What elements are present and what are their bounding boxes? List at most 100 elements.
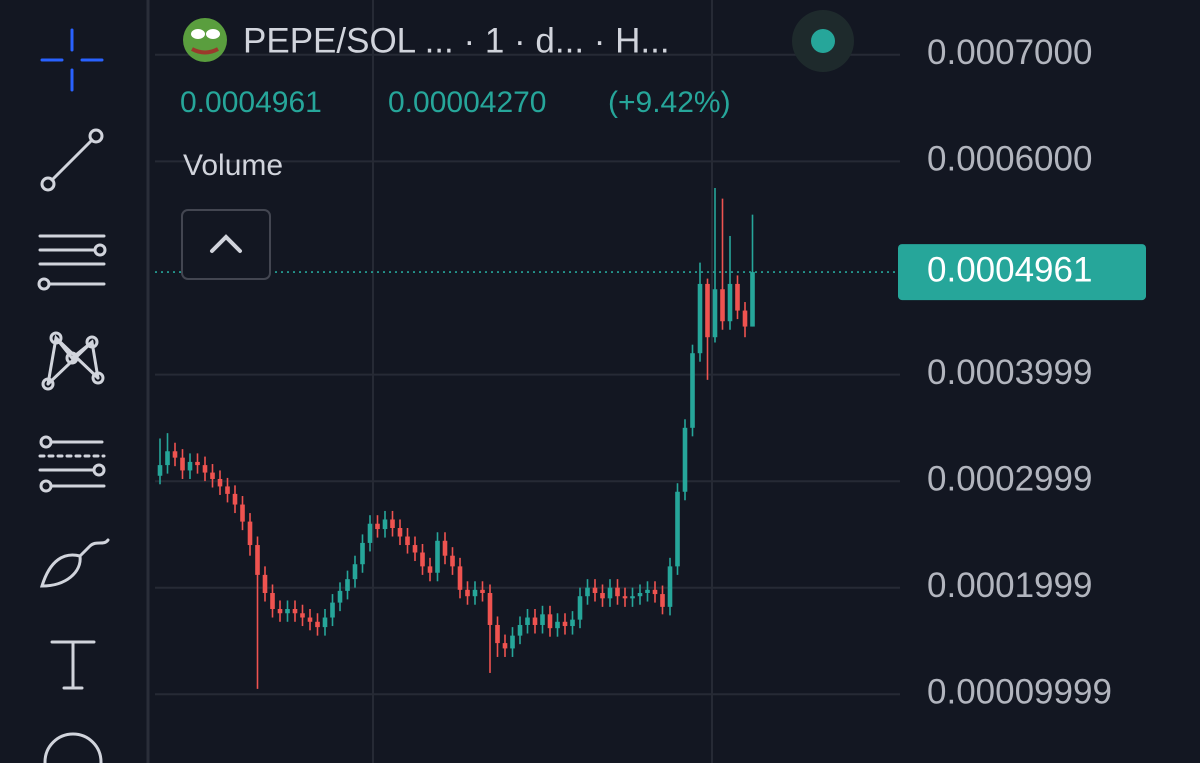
candle-body xyxy=(562,621,568,627)
candle-body xyxy=(375,523,380,530)
candle-body xyxy=(397,527,403,537)
candle-body xyxy=(540,614,545,625)
candle-body xyxy=(202,465,208,473)
candle-body xyxy=(555,621,560,629)
candle-body xyxy=(240,504,245,522)
candle-body xyxy=(502,643,508,649)
candle-body xyxy=(652,589,658,595)
candle-body xyxy=(705,283,710,338)
candle-body xyxy=(390,519,395,528)
candle-body xyxy=(720,289,725,322)
candle-body xyxy=(727,283,733,322)
price-axis: 0.0007000 0.0006000 0.0003999 0.0002999 0.00… xyxy=(898,33,1146,712)
candle-body xyxy=(637,593,643,597)
toolbar-background xyxy=(0,0,146,763)
candle-body xyxy=(517,624,523,636)
candle-body xyxy=(487,593,493,625)
candle-body xyxy=(607,587,613,599)
candle-body xyxy=(697,283,703,354)
candle-body xyxy=(360,542,365,565)
candle-body xyxy=(735,283,740,311)
last-price-tag-label: 0.0004961 xyxy=(927,250,1092,289)
candle-body xyxy=(277,608,283,614)
candle-body xyxy=(675,491,680,567)
candle-body xyxy=(660,594,665,607)
candle-body xyxy=(285,608,290,614)
candle-body xyxy=(217,478,223,487)
candle-body xyxy=(532,617,538,625)
price-change: 0.00004270 xyxy=(388,86,547,119)
y-tick-label: 0.0007000 xyxy=(927,33,1092,72)
candle-body xyxy=(480,589,485,594)
candle-body xyxy=(742,310,748,327)
pattern-tool[interactable] xyxy=(41,331,105,391)
candle-body xyxy=(412,545,418,553)
y-tick-label: 0.00009999 xyxy=(927,673,1112,712)
candle-body xyxy=(367,523,373,543)
grid xyxy=(155,0,900,763)
y-tick-label: 0.0002999 xyxy=(927,459,1092,498)
last-price-tag xyxy=(898,244,1146,301)
candle-body xyxy=(330,602,335,618)
candle-body xyxy=(165,451,170,466)
brush-tool[interactable] xyxy=(39,538,110,588)
candle-body xyxy=(472,589,478,597)
toolbar xyxy=(0,0,150,763)
candle-body xyxy=(307,617,313,622)
candle-body xyxy=(495,624,500,644)
price-change-percent: (+9.42%) xyxy=(608,86,731,119)
crosshair-tool[interactable] xyxy=(40,28,104,92)
collapse-chevron xyxy=(210,234,242,253)
last-price: 0.0004961 xyxy=(180,86,322,119)
pair-icon-eye xyxy=(191,29,205,39)
candle-body xyxy=(525,617,530,625)
candle-body xyxy=(300,613,305,618)
candle-body xyxy=(570,619,575,627)
collapse-button[interactable] xyxy=(181,209,271,280)
candle-body xyxy=(622,596,628,599)
horizontal-lines-tool[interactable] xyxy=(37,234,107,291)
candle-body xyxy=(270,593,275,609)
candle-body xyxy=(645,589,650,594)
candle-body xyxy=(172,451,178,458)
candle-body xyxy=(382,519,388,530)
candle-body xyxy=(585,587,590,597)
candle-body xyxy=(510,635,515,649)
candle-body xyxy=(615,587,620,597)
candle-body xyxy=(427,566,433,573)
candle-body xyxy=(195,461,200,466)
y-tick-label: 0.0003999 xyxy=(927,353,1092,392)
candle-body xyxy=(457,566,463,590)
candle-body xyxy=(682,427,688,492)
candle-body xyxy=(262,574,268,594)
candle-body xyxy=(322,617,328,628)
candle-body xyxy=(667,566,673,607)
candle-body xyxy=(337,590,343,603)
candle-body xyxy=(187,461,193,471)
candles xyxy=(155,188,898,689)
pair-icon-eye xyxy=(206,29,220,39)
emoji-tool[interactable] xyxy=(43,732,103,763)
pair-icon-mouth xyxy=(191,47,219,55)
pair-icon xyxy=(183,18,227,62)
y-tick-label: 0.0006000 xyxy=(927,140,1092,179)
candle-body xyxy=(405,536,410,546)
candle-body xyxy=(750,272,755,327)
candle-body xyxy=(292,608,298,614)
text-tool[interactable] xyxy=(50,640,96,690)
status-dot xyxy=(811,29,835,53)
candle-body xyxy=(232,493,238,505)
y-tick-label: 0.0001999 xyxy=(927,566,1092,605)
candle-body xyxy=(247,521,253,546)
trend-line-tool[interactable] xyxy=(40,128,104,192)
fib-tool[interactable] xyxy=(38,435,106,493)
header: PEPE/SOL ... · 1 · d... · H... 0.0004961… xyxy=(180,10,854,280)
candle-body xyxy=(442,540,448,556)
candle-body xyxy=(630,596,635,599)
candle-body xyxy=(435,540,440,573)
candle-body xyxy=(345,579,350,591)
candle-body xyxy=(255,545,260,575)
candle-body xyxy=(547,614,553,629)
indicator-label: Volume xyxy=(183,149,283,182)
